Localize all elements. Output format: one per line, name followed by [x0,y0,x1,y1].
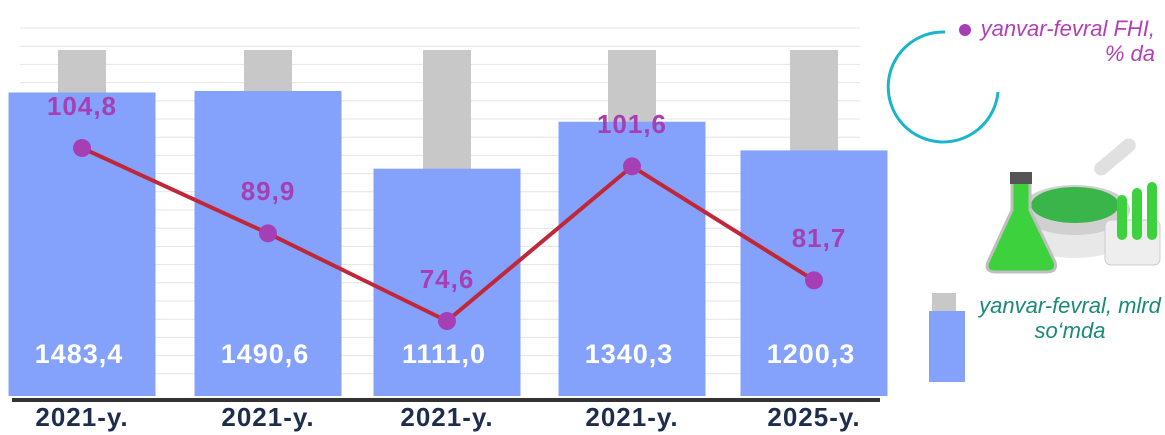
x-tick-label: 2025-y. [767,402,860,432]
line-value-label: 104,8 [47,91,117,121]
decor-arc [886,30,1000,144]
line-value-label: 74,6 [420,264,475,294]
line-point [259,224,277,243]
x-tick-label: 2021-y. [400,402,493,432]
line-value-label: 81,7 [792,223,847,253]
line-value-label: 101,6 [597,109,667,139]
bar-value-label: 1340,3 [585,339,674,369]
plot: 1483,4 2021-y. 1490,6 2021-y. 1111,0 2021-y. 1… [8,27,888,432]
legend-swatch-gray [932,293,956,315]
bar-value-label: 1200,3 [767,339,856,369]
x-tick-label: 2021-y. [585,402,678,432]
line-value-label: 89,9 [241,176,296,206]
bar-value-label: 1490,6 [221,339,310,369]
lab-illustration [985,138,1161,274]
legend-swatch-dot [959,24,971,36]
x-tick-label: 2021-y. [35,402,128,432]
legend-swatch-bar [929,311,965,382]
x-tick-label: 2021-y. [221,402,314,432]
line-point [623,157,641,176]
legend-line-label: yanvar-fevral FHI, % da [980,16,1155,66]
bar [194,91,342,396]
line-point [73,139,91,157]
bar-value-label: 1483,4 [35,339,124,369]
legend-bar-label: yanvar-fevral, mlrd so‘mda [979,293,1161,343]
line-point [805,271,823,290]
bar-value-label: 1111,0 [402,339,486,369]
line-point [438,312,456,330]
